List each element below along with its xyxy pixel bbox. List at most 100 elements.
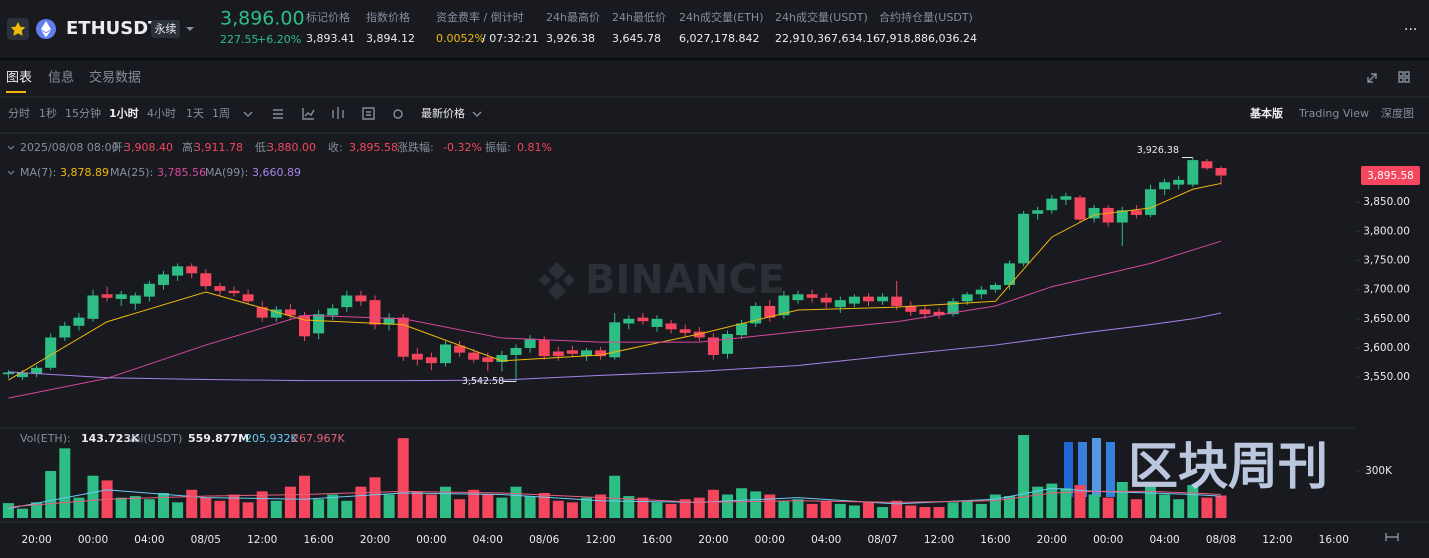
ohlc-label: 高: [182,140,197,154]
star-icon [10,22,26,36]
vol-value: 143.723K [81,432,140,445]
candle-body [834,300,846,308]
candle-body [242,294,254,302]
volume-bar [736,488,748,518]
candle-body [45,337,57,368]
tool-icon[interactable] [273,109,283,119]
candle-body [905,305,917,312]
tool-icon[interactable] [302,108,315,120]
candle-body [1173,179,1185,185]
candle-body [1004,263,1015,285]
layout-icon[interactable] [1398,71,1410,83]
caret[interactable] [243,111,482,117]
ma-line [8,312,1222,382]
price-type-select[interactable]: 最新价格 [421,106,465,120]
x-tick-label: 00:00 [78,534,108,546]
stat-value: 6,027,178.842 [679,32,759,45]
stat-label: 指数价格 [366,10,410,24]
stat-countdown: / 07:32:21 [482,32,539,45]
volume-bar [383,494,395,518]
ohlc-value: 0.81% [517,141,552,154]
candle-body [806,294,818,298]
volume-bar [722,494,733,518]
volume-bar [256,491,268,518]
candle-body [891,296,903,306]
view-option[interactable]: 深度图 [1381,106,1414,120]
tool-icon[interactable] [332,107,344,119]
candle-body [961,294,973,302]
candle-body [1032,210,1044,214]
candle-body [172,266,184,276]
tool-icon[interactable] [362,107,375,120]
stat-label: 合约持仓量(USDT) [879,10,973,24]
ma-line [8,490,1222,508]
candle-body [1046,198,1058,211]
ohlc-label: 收: [328,140,343,154]
binance-logo-watermark [539,262,575,300]
settings-icon[interactable] [393,109,403,119]
volume-bar [820,500,832,518]
volume-bar [214,500,226,518]
tab[interactable]: 图表 [6,71,32,86]
y-tick-label: 3,650.00 [1363,313,1410,325]
ohlc-value: 3,908.40 [124,141,173,154]
candle-body [524,338,536,348]
volume-bar [1145,486,1156,518]
volume-bar [848,505,860,518]
candle-body [989,284,1001,290]
candle-body [679,329,691,333]
volume-bar [1046,483,1058,518]
overlay-text: 区块周刊 [1128,438,1328,496]
volume-bar [1102,497,1114,518]
ohlc-value: 3,911.78 [194,141,243,154]
stat-label: 24h成交量(ETH) [679,10,764,24]
interval-option[interactable]: 1秒 [39,106,57,120]
volume-bar [1159,494,1171,518]
volume-bar [933,507,945,518]
interval-option[interactable]: 1周 [212,107,230,120]
candle-body [947,301,959,315]
ohlc-label: 低: [255,141,270,154]
fullscreen-icon[interactable] [1367,73,1377,83]
caret[interactable] [7,145,15,150]
candle-body [440,344,451,364]
candle-body [609,322,621,358]
volume-bar [482,494,494,518]
candle-body [637,317,649,322]
volume-bar [552,500,564,518]
candle-body [1187,160,1199,185]
axis-icon[interactable] [1385,533,1399,541]
volume-bar [468,489,480,518]
vol-tick-label: 300K [1365,465,1393,477]
candle-body [1130,210,1142,215]
interval-option[interactable]: 分时 [8,107,30,120]
volume-bar [778,500,790,518]
view-option[interactable]: 基本版 [1249,106,1283,120]
caret[interactable] [7,170,15,175]
more-button[interactable]: ··· [1404,22,1417,38]
candle-body [143,283,155,297]
volume-bar [73,497,85,518]
candle-body [848,296,860,304]
interval-option[interactable]: 15分钟 [65,106,101,120]
tab[interactable]: 交易数据 [89,70,141,86]
volume-bar [679,499,691,518]
volume-bar [411,491,423,518]
candle-body [1074,197,1086,220]
candle-body [581,350,592,357]
candle-body [341,295,353,308]
symbol[interactable]: ETHUSDT [66,18,161,39]
interval-option[interactable]: 1天 [186,107,204,120]
volume-bar [59,448,71,518]
candle-body [722,333,733,354]
view-option[interactable]: Trading View [1298,107,1369,120]
interval-option[interactable]: 1小时 [109,106,139,120]
x-tick-label: 16:00 [980,534,1010,546]
tab[interactable]: 信息 [48,70,74,86]
volume-bar [355,486,367,518]
stat-label: 24h最低价 [612,11,666,24]
caret[interactable] [186,27,194,31]
interval-option[interactable]: 4小时 [147,107,176,120]
volume-bar [595,494,607,518]
